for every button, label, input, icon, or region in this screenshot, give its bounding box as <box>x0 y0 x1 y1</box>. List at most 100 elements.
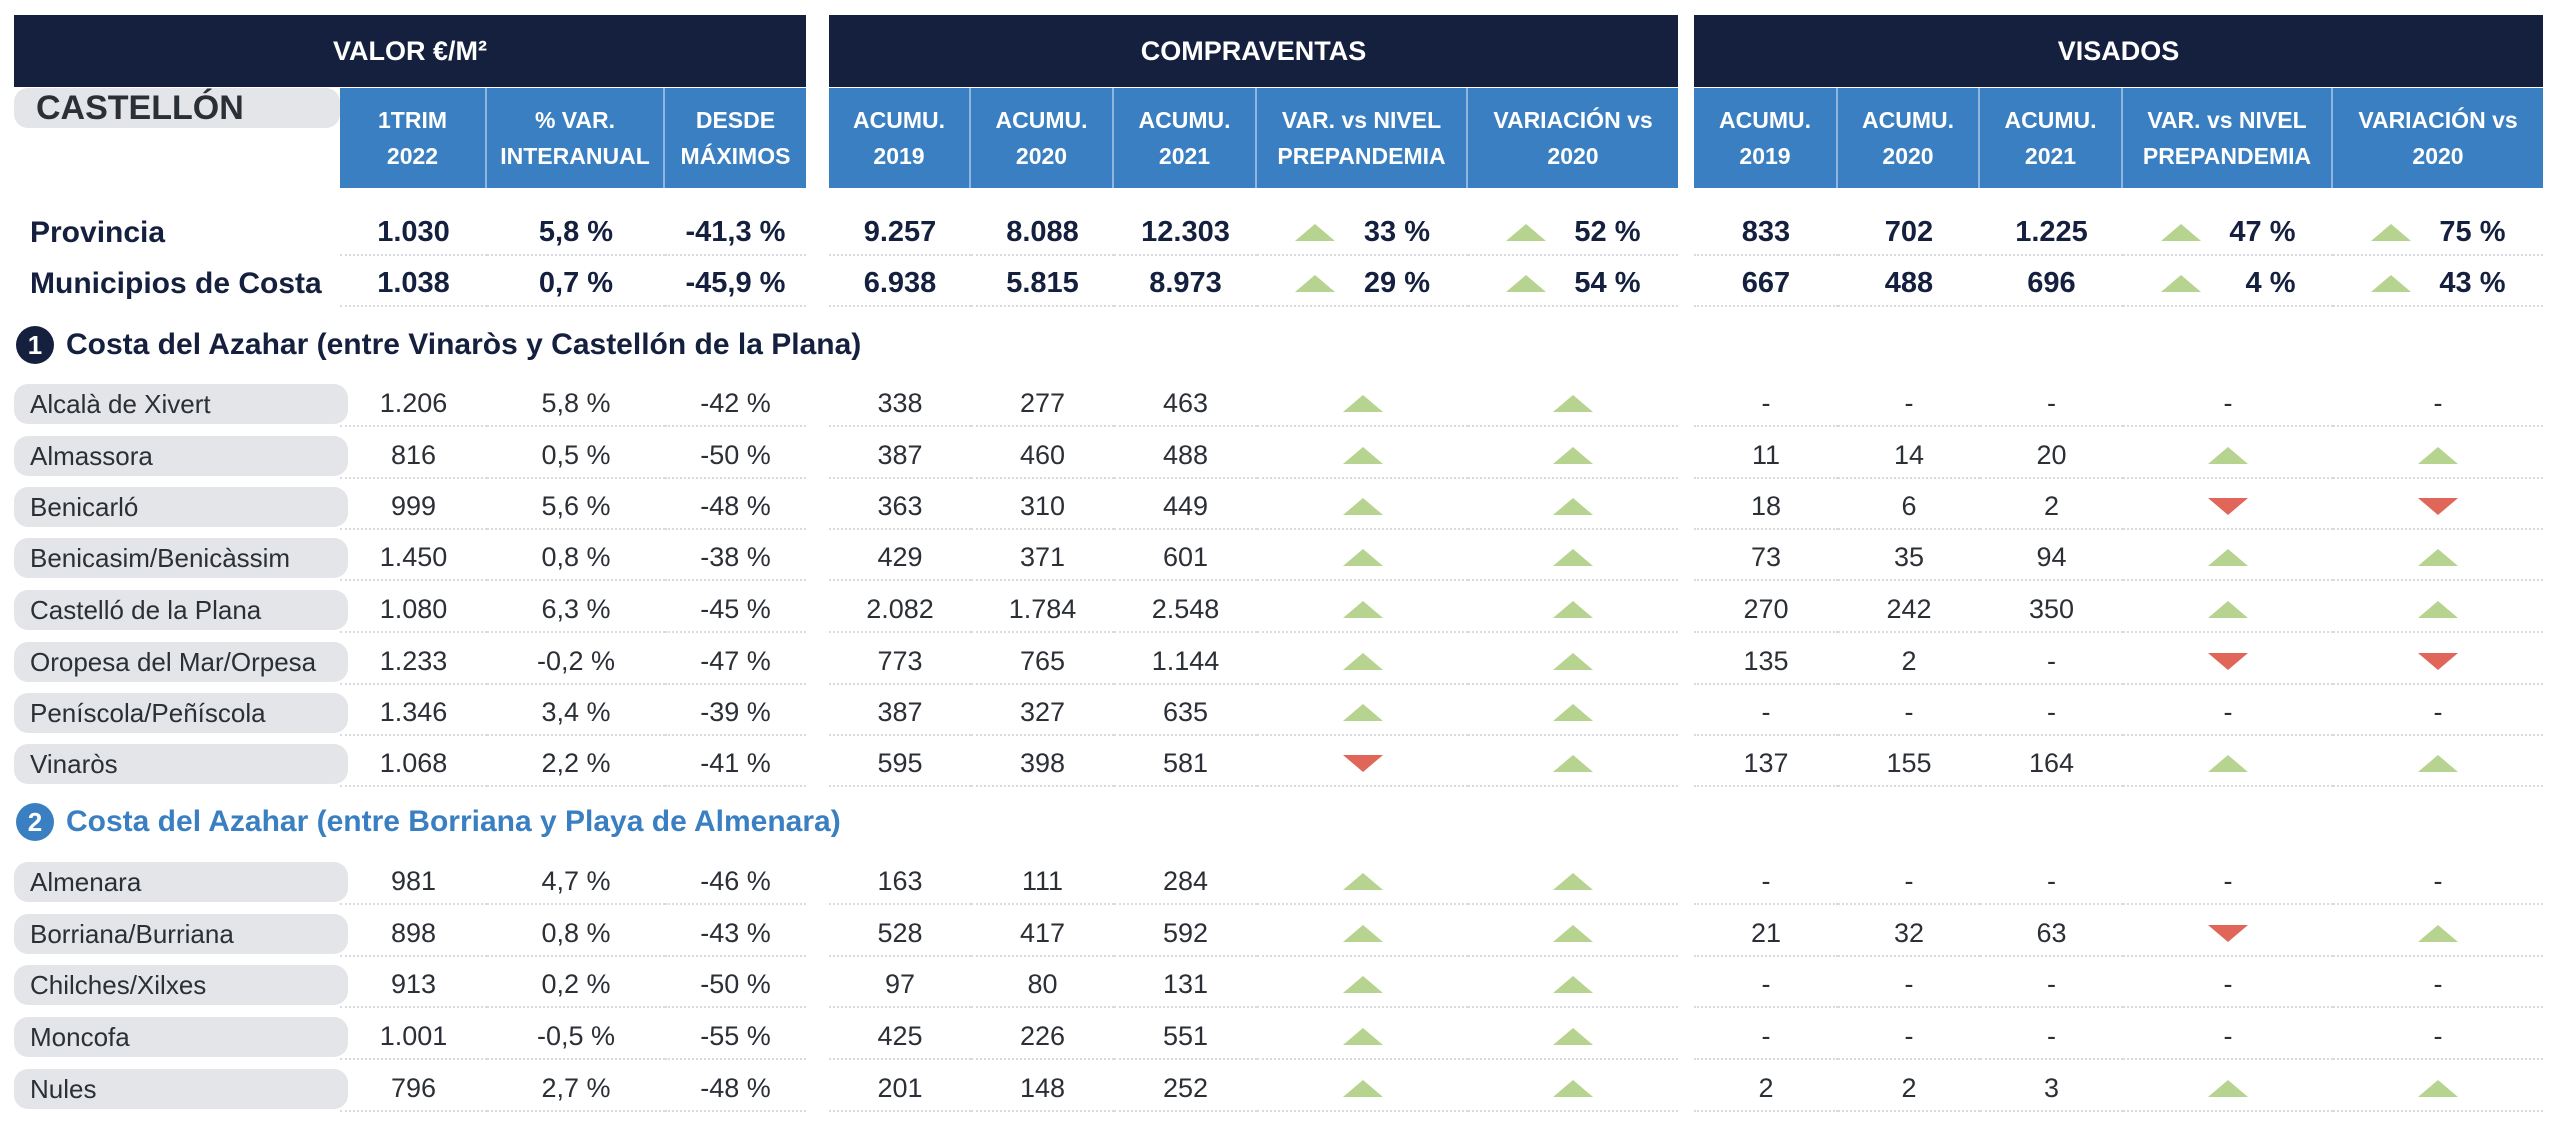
table-cell: 773 <box>829 639 971 685</box>
table-cell <box>1257 911 1468 957</box>
triangle-down-icon <box>2208 497 2248 515</box>
triangle-up-icon <box>1505 223 1546 241</box>
table-cell: - <box>1980 381 2123 427</box>
table-cell <box>1257 484 1468 530</box>
section-number-badge: 1 <box>16 326 54 364</box>
section-title-text: Costa del Azahar (entre Vinaròs y Castel… <box>66 328 862 361</box>
table-cell: 6,3 % <box>487 587 665 633</box>
row-name: Benicarló <box>14 487 348 527</box>
triangle-up-icon <box>1553 703 1593 721</box>
table-cell: 796 <box>340 1066 487 1112</box>
table-cell: 363 <box>829 484 971 530</box>
triangle-up-icon <box>1342 548 1383 566</box>
table-cell: 398 <box>971 741 1114 787</box>
table-cell: 0,8 % <box>487 535 665 581</box>
table-cell: 270 <box>1694 587 1838 633</box>
table-cell <box>1468 911 1678 957</box>
variation-value: 43 % <box>2439 266 2506 299</box>
table-cell: 111 <box>971 859 1114 905</box>
table-cell: 816 <box>340 433 487 479</box>
triangle-up-icon <box>1553 394 1593 412</box>
triangle-up-icon <box>1505 274 1546 292</box>
table-cell: - <box>2123 381 2333 427</box>
triangle-up-icon <box>2418 548 2458 566</box>
table-cell: -0,2 % <box>487 639 665 685</box>
table-cell <box>2123 741 2333 787</box>
triangle-down-icon <box>1342 754 1383 772</box>
section-title: 2 Costa del Azahar (entre Borriana y Play… <box>16 803 841 841</box>
variation-value: 54 % <box>1574 266 1641 299</box>
table-cell: -41 % <box>665 741 806 787</box>
table-cell: - <box>1980 639 2123 685</box>
column-header: ACUMU. 2021 <box>1114 88 1257 188</box>
table-cell: 1.080 <box>340 587 487 633</box>
table-cell: -55 % <box>665 1014 806 1060</box>
triangle-up-icon <box>1553 1027 1593 1045</box>
triangle-up-icon <box>1342 497 1383 515</box>
row-name: Vinaròs <box>14 744 348 784</box>
table-cell: 2,2 % <box>487 741 665 787</box>
table-cell: -48 % <box>665 1066 806 1112</box>
table-cell: 327 <box>971 690 1114 736</box>
table-cell <box>1257 433 1468 479</box>
table-cell: - <box>1694 962 1838 1008</box>
table-cell <box>1468 433 1678 479</box>
table-cell <box>2123 535 2333 581</box>
table-cell: 137 <box>1694 741 1838 787</box>
row-name: Provincia <box>30 216 166 249</box>
table-cell: - <box>1838 381 1980 427</box>
table-cell <box>2333 484 2543 530</box>
table-cell: 488 <box>1838 261 1980 307</box>
table-cell: 277 <box>971 381 1114 427</box>
table-cell <box>1257 859 1468 905</box>
table-cell: 1.038 <box>340 261 487 307</box>
table-cell: 9.257 <box>829 210 971 256</box>
row-name: Borriana/Burriana <box>14 914 348 954</box>
table-cell: 226 <box>971 1014 1114 1060</box>
table-cell: 999 <box>340 484 487 530</box>
table-cell: -47 % <box>665 639 806 685</box>
table-cell: 5,6 % <box>487 484 665 530</box>
triangle-up-icon <box>2370 274 2411 292</box>
table-cell <box>2123 911 2333 957</box>
table-cell: 913 <box>340 962 487 1008</box>
table-cell <box>1468 381 1678 427</box>
table-cell: 2 <box>1694 1066 1838 1112</box>
table-cell: -45 % <box>665 587 806 633</box>
table-cell: 164 <box>1980 741 2123 787</box>
variation-value: 47 % <box>2229 215 2296 248</box>
triangle-up-icon <box>2160 274 2201 292</box>
column-header: VAR. vs NIVEL PREPANDEMIA <box>1257 88 1468 188</box>
row-name: Benicasim/Benicàssim <box>14 538 348 578</box>
table-cell: - <box>2333 1014 2543 1060</box>
table-cell: 635 <box>1114 690 1257 736</box>
region-header: CASTELLÓN <box>14 88 340 128</box>
triangle-up-icon <box>1342 652 1383 670</box>
row-name: Municipios de Costa <box>30 267 322 300</box>
table-cell: 1.144 <box>1114 639 1257 685</box>
table-cell: 592 <box>1114 911 1257 957</box>
table-cell <box>1468 1014 1678 1060</box>
table-cell: 5,8 % <box>487 210 665 256</box>
table-cell: 20 <box>1980 433 2123 479</box>
table-cell: 463 <box>1114 381 1257 427</box>
table-cell <box>2123 433 2333 479</box>
table-cell: 8.973 <box>1114 261 1257 307</box>
table-cell: 595 <box>829 741 971 787</box>
table-cell: - <box>1980 859 2123 905</box>
table-cell: 3 <box>1980 1066 2123 1112</box>
table-cell <box>1257 741 1468 787</box>
table-cell: 1.233 <box>340 639 487 685</box>
table-cell <box>2123 587 2333 633</box>
table-cell <box>2123 1066 2333 1112</box>
row-name: Almenara <box>14 862 348 902</box>
triangle-up-icon <box>1553 652 1593 670</box>
table-cell: 284 <box>1114 859 1257 905</box>
column-header: % VAR. INTERANUAL <box>487 88 665 188</box>
table-cell: - <box>1980 962 2123 1008</box>
triangle-up-icon <box>2208 600 2248 618</box>
column-header: VAR. vs NIVEL PREPANDEMIA <box>2123 88 2333 188</box>
triangle-up-icon <box>1342 1079 1383 1097</box>
variation-value: 29 % <box>1363 266 1430 299</box>
table-cell: -45,9 % <box>665 261 806 307</box>
